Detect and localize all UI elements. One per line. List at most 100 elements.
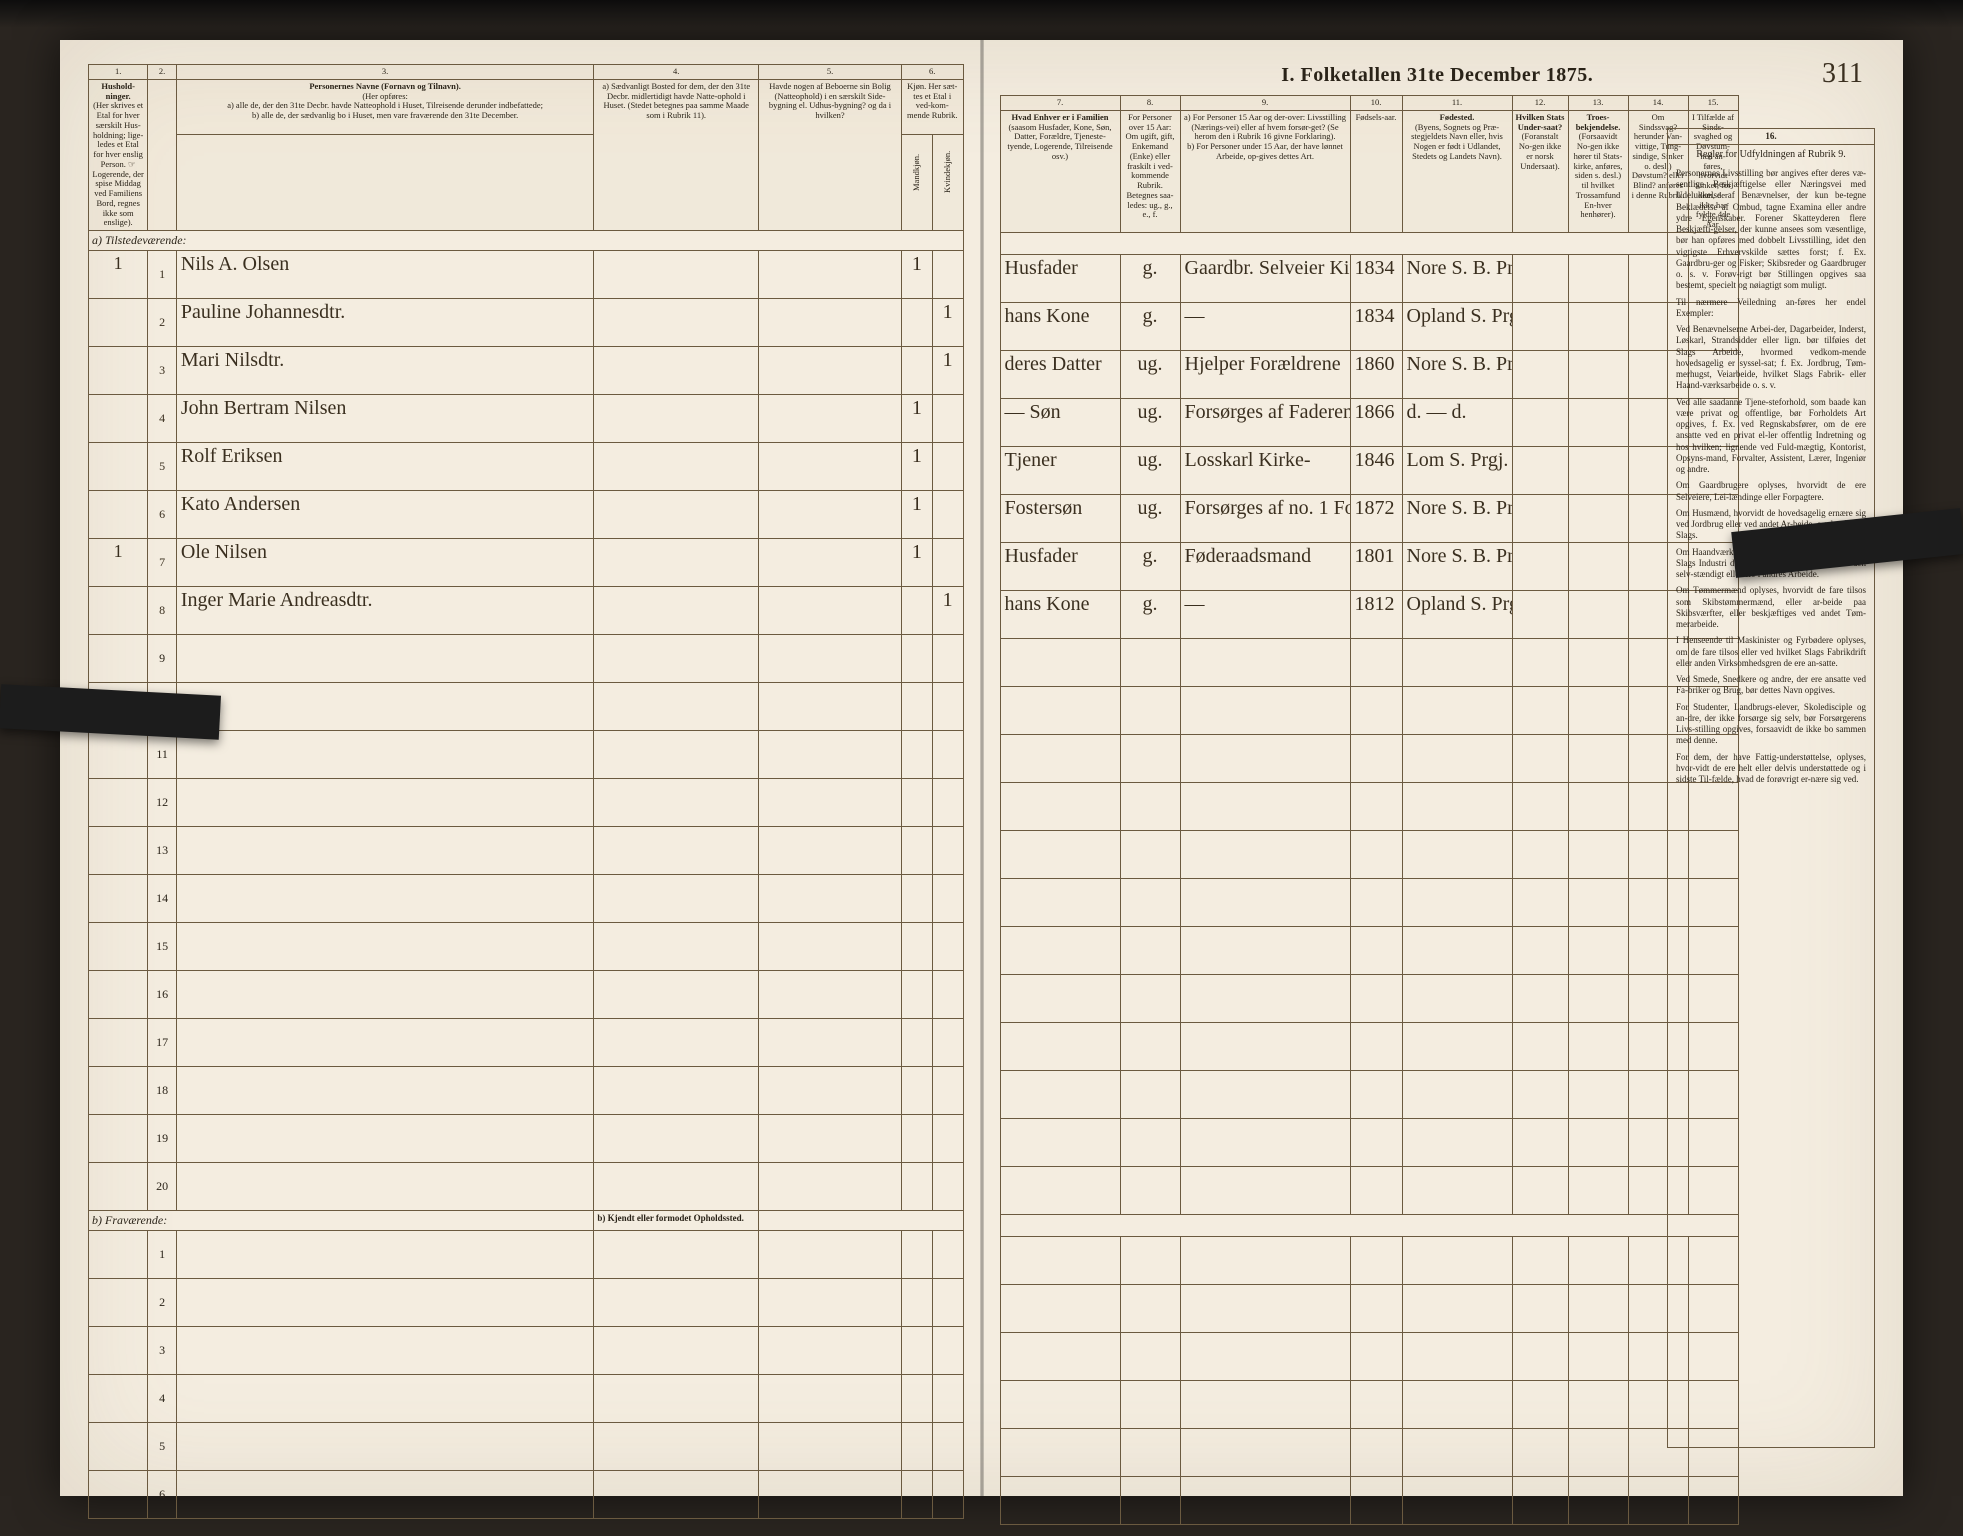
cell-male: 1 bbox=[901, 491, 932, 539]
rules-p11: For Studenter, Landbrugs-elever, Skoledi… bbox=[1676, 702, 1866, 747]
cell-name: Kato Andersen bbox=[176, 491, 593, 539]
rules-p8: Om Tømmermænd oplyses, hvorvidt de fare … bbox=[1676, 585, 1866, 630]
section-a-spacer-r bbox=[1000, 232, 1738, 254]
cell-rownum: 19 bbox=[148, 1115, 177, 1163]
cell-rownum: 1 bbox=[148, 251, 177, 299]
col3-head: Personernes Navne (Fornavn og Tilnavn). … bbox=[176, 79, 593, 134]
col4-head: a) Sædvanligt Bosted for dem, der den 31… bbox=[594, 79, 759, 230]
cell-name: Nils A. Olsen bbox=[176, 251, 593, 299]
cell-c12 bbox=[1512, 398, 1568, 446]
desk-background: 1. 2. 3. 4. 5. 6. Hushold-ninger. (Her s… bbox=[0, 0, 1963, 1536]
colnum-2: 2. bbox=[148, 65, 177, 80]
section-b-row: b) Fraværende: b) Kjendt eller formodet … bbox=[89, 1211, 964, 1231]
cell-male: 1 bbox=[901, 539, 932, 587]
cell-rownum: 20 bbox=[148, 1163, 177, 1211]
table-row: 13 bbox=[89, 827, 964, 875]
cell-civil: ug. bbox=[1120, 350, 1180, 398]
rules-p1: Personernes Livsstilling bør angives eft… bbox=[1676, 168, 1866, 292]
cell-rownum: 3 bbox=[148, 1327, 177, 1375]
table-row: 4John Bertram Nilsen 1 bbox=[89, 395, 964, 443]
cell-household bbox=[89, 587, 148, 635]
cell-year: 1866 bbox=[1350, 398, 1402, 446]
cell-female: 1 bbox=[932, 347, 963, 395]
cell-rownum: 7 bbox=[148, 539, 177, 587]
cell-occupation: Losskarl Kirke- bbox=[1180, 446, 1350, 494]
cell-rownum: 11 bbox=[148, 731, 177, 779]
cell-year: 1812 bbox=[1350, 590, 1402, 638]
cell-rownum: 16 bbox=[148, 971, 177, 1019]
table-row bbox=[1000, 926, 1738, 974]
col9a: a) For Personer 15 Aar og der-over: Livs… bbox=[1184, 112, 1346, 142]
cell-rownum: 9 bbox=[148, 635, 177, 683]
cell-rownum: 17 bbox=[148, 1019, 177, 1067]
cell-c5 bbox=[759, 395, 902, 443]
cell-household: 1 bbox=[89, 539, 148, 587]
cell-c13 bbox=[1568, 398, 1628, 446]
cell-occupation: Gaardbr. Selveier Kirke- bbox=[1180, 254, 1350, 302]
table-row bbox=[1000, 1070, 1738, 1118]
cell-name: Mari Nilsdtr. bbox=[176, 347, 593, 395]
cell-c4 bbox=[594, 347, 759, 395]
cell-c13 bbox=[1568, 446, 1628, 494]
cell-civil: g. bbox=[1120, 302, 1180, 350]
table-row: 3Mari Nilsdtr.1 bbox=[89, 347, 964, 395]
cell-civil: g. bbox=[1120, 254, 1180, 302]
table-row bbox=[1000, 1236, 1738, 1284]
book-top-edge bbox=[0, 0, 1963, 28]
cell-female bbox=[932, 491, 963, 539]
col1-head: Hushold-ninger. (Her skrives et Etal for… bbox=[89, 79, 148, 230]
rules-p10: Ved Smede, Snedkere og andre, der ere an… bbox=[1676, 674, 1866, 697]
cell-rownum: 1 bbox=[148, 1231, 177, 1279]
table-row: 4 bbox=[89, 1375, 964, 1423]
cell-rownum: 12 bbox=[148, 779, 177, 827]
cell-male bbox=[901, 299, 932, 347]
cell-c12 bbox=[1512, 542, 1568, 590]
cell-occupation: — bbox=[1180, 302, 1350, 350]
page-left: 1. 2. 3. 4. 5. 6. Hushold-ninger. (Her s… bbox=[60, 40, 982, 1496]
col6-head: Kjøn. Her sæt-tes et Etal i ved-kom-mend… bbox=[901, 79, 963, 134]
cell-c4 bbox=[594, 539, 759, 587]
cell-household: 1 bbox=[89, 251, 148, 299]
table-row: 5Rolf Eriksen1 bbox=[89, 443, 964, 491]
table-row: 2Pauline Johannesdtr.1 bbox=[89, 299, 964, 347]
cell-c4 bbox=[594, 395, 759, 443]
cell-c13 bbox=[1568, 590, 1628, 638]
colnum-11: 11. bbox=[1402, 96, 1512, 111]
cell-birthplace: Nore S. B. Prgj. bbox=[1402, 254, 1512, 302]
table-row: 14 bbox=[89, 875, 964, 923]
section-b-label: b) Fraværende: bbox=[89, 1211, 594, 1231]
rules-title: Regler for Udfyldningen af Rubrik 9. bbox=[1696, 149, 1845, 160]
book-spine bbox=[980, 40, 984, 1496]
colnum-14: 14. bbox=[1628, 96, 1688, 111]
colnum-12: 12. bbox=[1512, 96, 1568, 111]
cell-name: John Bertram Nilsen bbox=[176, 395, 593, 443]
col9b: b) For Personer under 15 Aar, der have l… bbox=[1187, 141, 1343, 161]
col6b-head: Kvindekjøn. bbox=[932, 134, 963, 231]
cell-c4 bbox=[594, 443, 759, 491]
cell-c13 bbox=[1568, 350, 1628, 398]
cell-rownum: 4 bbox=[148, 395, 177, 443]
cell-male: 1 bbox=[901, 395, 932, 443]
cell-c4 bbox=[594, 251, 759, 299]
cell-year: 1834 bbox=[1350, 254, 1402, 302]
table-row: 8Inger Marie Andreasdtr.1 bbox=[89, 587, 964, 635]
page-title: I. Folketallen 31te December 1875. bbox=[1000, 64, 1876, 87]
cell-c12 bbox=[1512, 446, 1568, 494]
colnum-8: 8. bbox=[1120, 96, 1180, 111]
colnum-1: 1. bbox=[89, 65, 148, 80]
table-row bbox=[1000, 638, 1738, 686]
rules-head: Regler for Udfyldningen af Rubrik 9. bbox=[1676, 149, 1866, 162]
colnum-6: 6. bbox=[901, 65, 963, 80]
cell-male bbox=[901, 347, 932, 395]
cell-birthplace: Opland S. Prgj. bbox=[1402, 302, 1512, 350]
cell-male bbox=[901, 587, 932, 635]
cell-relation: Husfader bbox=[1000, 542, 1120, 590]
cell-civil: ug. bbox=[1120, 494, 1180, 542]
cell-name: Inger Marie Andreasdtr. bbox=[176, 587, 593, 635]
rules-column: 16. Regler for Udfyldningen af Rubrik 9.… bbox=[1667, 128, 1875, 1448]
table-row bbox=[1000, 1380, 1738, 1428]
table-row bbox=[1000, 1428, 1738, 1476]
col11-sub: (Byens, Sognets og Præ-stegjeldets Navn … bbox=[1411, 122, 1503, 161]
table-row: hans Koneg.—1812Opland S. Prgj. bbox=[1000, 590, 1738, 638]
cell-occupation: Forsørges af no. 1 Foreldr. bbox=[1180, 494, 1350, 542]
